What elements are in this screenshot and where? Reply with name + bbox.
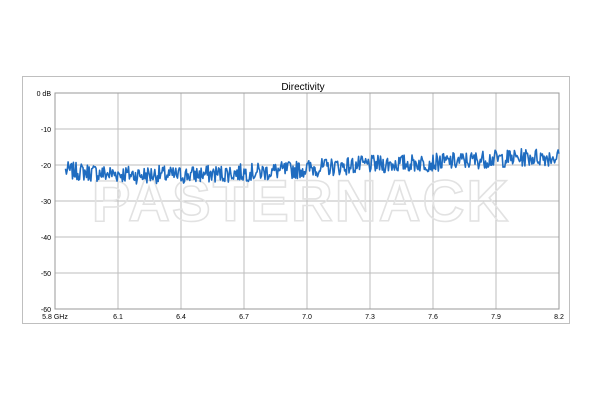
y-tick-label: -50 bbox=[41, 271, 51, 278]
x-tick-label: 8.2 bbox=[554, 314, 564, 321]
x-tick-label: 7.6 bbox=[428, 314, 438, 321]
x-tick-label: 7.9 bbox=[491, 314, 501, 321]
y-tick-label: -40 bbox=[41, 235, 51, 242]
series-layer bbox=[64, 148, 560, 185]
axes: 5.8 GHz 6.1 6.4 6.7 7.0 7.3 7.6 7.9 8.2 0 dB -10 -2… bbox=[37, 91, 564, 321]
y-tick-label: 0 dB bbox=[37, 91, 52, 98]
y-tick-label: -10 bbox=[41, 127, 51, 134]
y-tick-label: -60 bbox=[41, 307, 51, 314]
plot-area-border bbox=[54, 92, 560, 310]
y-tick-label: -20 bbox=[41, 163, 51, 170]
directivity-line bbox=[64, 148, 560, 185]
pasternack-watermark: PASTERNACK bbox=[92, 169, 511, 234]
y-tick-label: -30 bbox=[41, 199, 51, 206]
x-tick-label: 5.8 GHz bbox=[42, 314, 68, 321]
x-tick-label: 6.7 bbox=[239, 314, 249, 321]
x-tick-label: 6.4 bbox=[176, 314, 186, 321]
chart-frame: Directivity PASTERNACK 5.8 GHz 6.1 6.4 6.7 7… bbox=[22, 76, 570, 324]
x-tick-label: 6.1 bbox=[113, 314, 123, 321]
chart-title: Directivity bbox=[281, 82, 324, 93]
x-tick-label: 7.0 bbox=[302, 314, 312, 321]
directivity-chart: Directivity PASTERNACK 5.8 GHz 6.1 6.4 6.7 7… bbox=[37, 82, 564, 321]
x-tick-label: 7.3 bbox=[365, 314, 375, 321]
